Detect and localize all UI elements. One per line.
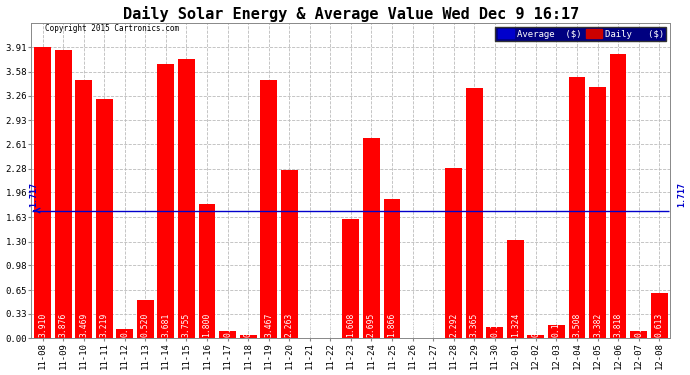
Text: 2.695: 2.695: [367, 312, 376, 337]
Bar: [342, 219, 359, 338]
Title: Daily Solar Energy & Average Value Wed Dec 9 16:17: Daily Solar Energy & Average Value Wed D…: [123, 6, 579, 21]
Text: 0.000: 0.000: [326, 312, 335, 337]
Bar: [239, 335, 257, 338]
Text: 2.292: 2.292: [449, 312, 458, 337]
Text: 3.876: 3.876: [59, 312, 68, 337]
Text: 0.052: 0.052: [531, 312, 540, 337]
Bar: [384, 200, 400, 338]
Text: 0.101: 0.101: [223, 312, 232, 337]
Bar: [610, 54, 627, 338]
Bar: [96, 99, 112, 338]
Text: 3.755: 3.755: [182, 312, 191, 337]
Bar: [466, 88, 482, 338]
Text: 0.000: 0.000: [408, 312, 417, 337]
Bar: [527, 334, 544, 338]
Text: 0.154: 0.154: [490, 312, 500, 337]
Text: 0.000: 0.000: [428, 312, 437, 337]
Bar: [178, 59, 195, 338]
Bar: [630, 331, 647, 338]
Text: 3.508: 3.508: [573, 312, 582, 337]
Text: 3.818: 3.818: [613, 312, 622, 337]
Text: 1.800: 1.800: [202, 312, 211, 337]
Text: 0.184: 0.184: [552, 312, 561, 337]
Text: 0.000: 0.000: [305, 312, 314, 337]
Bar: [157, 64, 175, 338]
Bar: [34, 47, 51, 338]
Text: Copyright 2015 Cartronics.com: Copyright 2015 Cartronics.com: [45, 24, 179, 33]
Text: 3.219: 3.219: [99, 312, 109, 337]
Text: 3.469: 3.469: [79, 312, 88, 337]
Bar: [219, 331, 236, 338]
Text: 3.910: 3.910: [38, 312, 47, 337]
Bar: [75, 80, 92, 338]
Text: 0.120: 0.120: [120, 312, 129, 337]
Text: 3.382: 3.382: [593, 312, 602, 337]
Text: 1.717: 1.717: [678, 182, 687, 207]
Text: 1.866: 1.866: [388, 312, 397, 337]
Text: 1.324: 1.324: [511, 312, 520, 337]
Text: 0.520: 0.520: [141, 312, 150, 337]
Bar: [486, 327, 503, 338]
Bar: [137, 300, 154, 338]
Legend: Average  ($), Daily   ($): Average ($), Daily ($): [495, 27, 666, 41]
Text: 1.608: 1.608: [346, 312, 355, 337]
Bar: [55, 50, 72, 338]
Bar: [445, 168, 462, 338]
Text: 0.613: 0.613: [655, 312, 664, 337]
Text: 0.105: 0.105: [634, 312, 643, 337]
Text: 1.717: 1.717: [29, 182, 38, 207]
Bar: [363, 138, 380, 338]
Text: 2.263: 2.263: [285, 312, 294, 337]
Bar: [117, 330, 133, 338]
Bar: [260, 80, 277, 338]
Bar: [507, 240, 524, 338]
Text: 3.467: 3.467: [264, 312, 273, 337]
Bar: [569, 77, 585, 338]
Bar: [281, 170, 297, 338]
Bar: [651, 293, 668, 338]
Text: 3.365: 3.365: [470, 312, 479, 337]
Text: 0.045: 0.045: [244, 312, 253, 337]
Bar: [548, 325, 565, 338]
Bar: [589, 87, 606, 338]
Text: 3.681: 3.681: [161, 312, 170, 337]
Bar: [199, 204, 215, 338]
